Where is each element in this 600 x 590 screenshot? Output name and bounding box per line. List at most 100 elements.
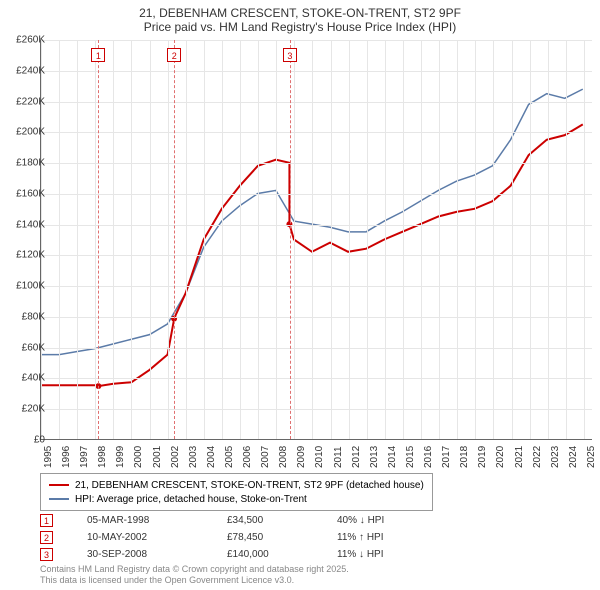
y-axis-label: £220K [16,96,45,107]
gridline-vertical [258,40,259,439]
y-axis-label: £120K [16,250,45,261]
x-axis-label: 2015 [405,446,416,468]
gridline-horizontal [41,163,592,164]
marker-box: 3 [283,48,297,62]
x-axis-label: 2000 [133,446,144,468]
gridline-horizontal [41,409,592,410]
gridline-vertical [403,40,404,439]
y-axis-label: £260K [16,35,45,46]
x-axis-label: 2022 [532,446,543,468]
x-axis-label: 2012 [351,446,362,468]
transaction-date: 10-MAY-2002 [87,532,227,543]
y-axis-label: £40K [22,373,45,384]
x-axis-label: 2008 [278,446,289,468]
gridline-vertical [548,40,549,439]
y-axis-label: £200K [16,127,45,138]
chart-plot-area: 123 [40,40,592,440]
transaction-change: 40% ↓ HPI [337,515,427,526]
gridline-vertical [186,40,187,439]
x-axis-label: 2019 [477,446,488,468]
gridline-horizontal [41,225,592,226]
gridline-vertical [493,40,494,439]
transaction-row: 330-SEP-2008£140,00011% ↓ HPI [40,546,427,563]
gridline-vertical [150,40,151,439]
gridline-vertical [385,40,386,439]
gridline-horizontal [41,378,592,379]
gridline-vertical [457,40,458,439]
gridline-horizontal [41,132,592,133]
chart-legend: 21, DEBENHAM CRESCENT, STOKE-ON-TRENT, S… [40,473,433,511]
gridline-horizontal [41,255,592,256]
chart-title-line2: Price paid vs. HM Land Registry's House … [0,20,600,38]
gridline-vertical [530,40,531,439]
x-axis-label: 2023 [550,446,561,468]
gridline-horizontal [41,194,592,195]
marker-line [174,40,175,439]
x-axis-label: 2020 [495,446,506,468]
x-axis-label: 1999 [115,446,126,468]
gridline-vertical [566,40,567,439]
gridline-vertical [59,40,60,439]
legend-label: HPI: Average price, detached house, Stok… [75,494,307,505]
transaction-price: £78,450 [227,532,337,543]
y-axis-label: £80K [22,311,45,322]
gridline-vertical [584,40,585,439]
legend-label: 21, DEBENHAM CRESCENT, STOKE-ON-TRENT, S… [75,480,424,491]
x-axis-label: 2013 [369,446,380,468]
x-axis-label: 2010 [314,446,325,468]
legend-swatch [49,484,69,486]
x-axis-label: 1997 [79,446,90,468]
gridline-vertical [294,40,295,439]
x-axis-label: 2005 [224,446,235,468]
gridline-vertical [421,40,422,439]
y-axis-label: £140K [16,219,45,230]
x-axis-label: 1996 [61,446,72,468]
y-axis-label: £60K [22,342,45,353]
x-axis-label: 2003 [188,446,199,468]
chart-container: 21, DEBENHAM CRESCENT, STOKE-ON-TRENT, S… [0,0,600,590]
x-axis-label: 2017 [441,446,452,468]
footer-line2: This data is licensed under the Open Gov… [40,575,349,586]
x-axis-label: 2025 [586,446,597,468]
legend-item: 21, DEBENHAM CRESCENT, STOKE-ON-TRENT, S… [49,478,424,492]
transaction-row: 210-MAY-2002£78,45011% ↑ HPI [40,529,427,546]
gridline-horizontal [41,348,592,349]
transaction-row: 105-MAR-1998£34,50040% ↓ HPI [40,512,427,529]
gridline-horizontal [41,286,592,287]
gridline-vertical [95,40,96,439]
gridline-vertical [276,40,277,439]
gridline-vertical [113,40,114,439]
gridline-vertical [349,40,350,439]
y-axis-label: £160K [16,188,45,199]
footer-attribution: Contains HM Land Registry data © Crown c… [40,564,349,586]
gridline-vertical [240,40,241,439]
x-axis-label: 1995 [43,446,54,468]
gridline-horizontal [41,40,592,41]
x-axis-label: 2018 [459,446,470,468]
legend-swatch [49,498,69,500]
gridline-vertical [222,40,223,439]
x-axis-label: 2002 [170,446,181,468]
transaction-price: £34,500 [227,515,337,526]
transactions-table: 105-MAR-1998£34,50040% ↓ HPI210-MAY-2002… [40,512,427,563]
x-axis-label: 2007 [260,446,271,468]
gridline-vertical [331,40,332,439]
x-axis-label: 2011 [333,446,344,468]
x-axis-label: 2021 [514,446,525,468]
gridline-vertical [367,40,368,439]
transaction-price: £140,000 [227,549,337,560]
gridline-vertical [204,40,205,439]
y-axis-label: £180K [16,158,45,169]
x-axis-label: 2009 [296,446,307,468]
marker-box: 1 [91,48,105,62]
y-axis-label: £100K [16,281,45,292]
transaction-marker: 1 [40,514,53,527]
legend-item: HPI: Average price, detached house, Stok… [49,492,424,506]
transaction-date: 30-SEP-2008 [87,549,227,560]
transaction-change: 11% ↓ HPI [337,549,427,560]
x-axis-label: 2014 [387,446,398,468]
gridline-vertical [131,40,132,439]
x-axis-label: 1998 [97,446,108,468]
gridline-vertical [312,40,313,439]
y-axis-label: £20K [22,404,45,415]
